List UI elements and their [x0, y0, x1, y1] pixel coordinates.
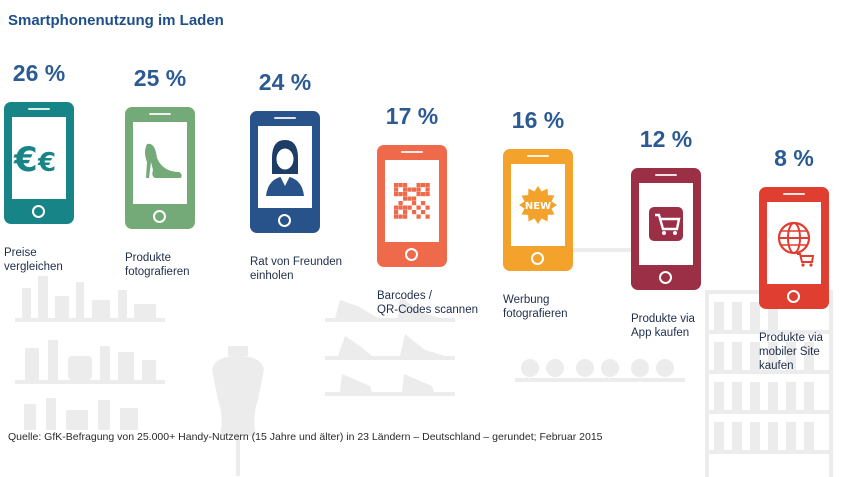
category-label: Produkte via mobiler Site kaufen [759, 331, 823, 373]
category-label-line: Produkte via [759, 332, 823, 344]
category-label-line: mobiler Site [759, 346, 820, 358]
qr-code-icon [394, 182, 430, 219]
category-label: Produkte fotografieren [125, 251, 190, 279]
category-label-line: Produkte via [631, 313, 695, 326]
phone-home-button [32, 205, 45, 218]
phone-home-button [787, 290, 800, 303]
phone-screen [385, 159, 439, 242]
category-label: Rat von Freunden einholen [250, 255, 342, 283]
phone-bar [631, 168, 701, 291]
category-label-line: kaufen [759, 360, 794, 372]
value-label: 16 % [511, 107, 565, 134]
category-label-line: einholen [250, 270, 294, 283]
phone-screen [258, 126, 312, 209]
phone-home-button [405, 247, 418, 261]
phone-speaker [274, 117, 296, 120]
source-note: Quelle: GfK-Befragung von 25.000+ Handy-… [8, 431, 603, 443]
phone-speaker [401, 150, 423, 153]
value-label: 25 % [133, 64, 187, 91]
category-label-line: Barcodes / [377, 289, 432, 302]
phone-home-button [659, 271, 672, 285]
phone-bar [250, 111, 320, 234]
category-label: Barcodes / QR-Codes scannen [377, 289, 478, 317]
phone-bar [377, 144, 447, 267]
high-heel-icon [145, 143, 182, 178]
category-label-line: Preise [4, 247, 37, 259]
category-label-line: fotografieren [503, 308, 568, 321]
person-icon [266, 140, 304, 197]
phone-bar: NEW [503, 149, 573, 272]
phone-speaker [783, 193, 805, 195]
phone-speaker [655, 174, 677, 177]
shopping-cart-app-icon [649, 207, 683, 242]
phone-speaker [149, 112, 171, 115]
phone-screen: € € [12, 117, 66, 199]
phone-home-button [278, 214, 291, 228]
value-label: 8 % [774, 145, 814, 171]
value-label: 12 % [639, 126, 693, 153]
value-label: 17 % [385, 102, 439, 129]
phone-screen [767, 202, 821, 284]
phone-speaker [527, 155, 549, 158]
euro-icon: € € [13, 140, 56, 180]
category-label-line: Werbung [503, 294, 550, 307]
category-label-line: App kaufen [631, 327, 690, 340]
page-title: Smartphonenutzung im Laden [8, 12, 224, 29]
category-label-line: QR-Codes scannen [377, 303, 478, 316]
category-label-line: vergleichen [4, 261, 63, 273]
phone-screen [639, 183, 693, 266]
category-label-line: Produkte [125, 251, 172, 264]
svg-text:€: € [13, 140, 38, 180]
new-badge-icon: NEW [519, 186, 557, 225]
svg-text:NEW: NEW [525, 201, 551, 212]
value-label: 24 % [258, 69, 312, 96]
phone-bar [125, 106, 195, 229]
globe-cart-icon [777, 221, 815, 267]
svg-text:€: € [37, 148, 56, 178]
category-label: Produkte via App kaufen [631, 312, 695, 340]
category-label-line: Rat von Freunden [250, 256, 343, 269]
category-label-line: fotografieren [125, 265, 190, 278]
value-label: 26 % [12, 60, 66, 86]
category-label: Werbung fotografieren [503, 293, 568, 321]
phone-screen [133, 121, 187, 204]
phone-bar [759, 187, 829, 309]
phone-speaker [28, 108, 50, 110]
phone-bar: € € [4, 102, 74, 224]
category-label: Preise vergleichen [4, 246, 63, 274]
phone-home-button [153, 209, 166, 223]
phone-home-button [531, 252, 544, 266]
phone-screen: NEW [511, 164, 565, 247]
